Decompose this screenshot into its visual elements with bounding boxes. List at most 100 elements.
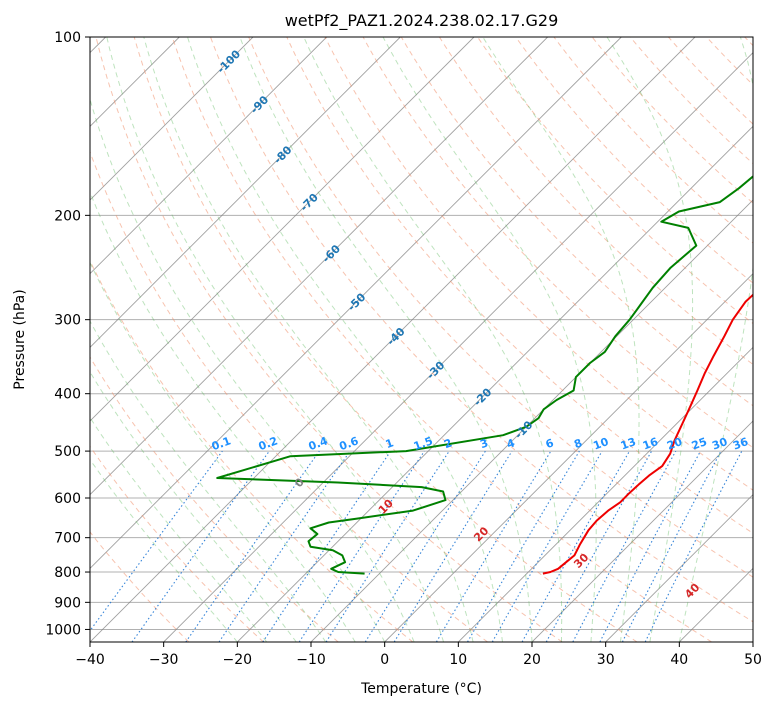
isotherm-line	[90, 37, 254, 201]
y-tick-label: 300	[54, 313, 81, 329]
y-tick-label: 500	[54, 444, 81, 460]
dry-adiabat-line	[400, 37, 753, 407]
isotherm-label: -70	[298, 191, 321, 214]
mixing-ratio-line	[435, 450, 552, 642]
dry-adiabat-label: 0	[292, 475, 307, 490]
isotherm-line	[90, 37, 622, 569]
mixing-ratio-label: 6	[544, 436, 556, 451]
dry-adiabat-line	[90, 445, 264, 642]
y-tick-label: 100	[54, 30, 81, 46]
mixing-ratio-label: 30	[710, 435, 729, 453]
temperature-line	[542, 293, 753, 575]
moist-adiabat-line	[90, 190, 386, 642]
mixing-ratio-label: 1.5	[412, 434, 435, 453]
x-tick-label: 20	[523, 652, 541, 668]
mixing-ratio-label: 13	[619, 435, 638, 452]
mixing-ratio-line	[364, 450, 486, 642]
mixing-ratio-label: 10	[591, 435, 610, 453]
mixing-ratio-line	[521, 450, 630, 642]
isotherm-line	[90, 37, 548, 496]
isotherm-line	[90, 37, 696, 642]
moist-adiabat-line	[239, 37, 533, 642]
mixing-ratio-line	[325, 450, 450, 642]
dewpoint-line	[216, 175, 753, 575]
isotherm-line	[90, 37, 475, 422]
y-axis-label: Pressure (hPa)	[12, 289, 28, 389]
isotherm-line	[90, 37, 401, 348]
dry-adiabat-line	[210, 37, 753, 623]
dry-adiabat-line	[90, 150, 488, 642]
dry-adiabat-line	[744, 37, 753, 47]
mixing-ratio-label: 0.1	[210, 434, 233, 453]
dry-adiabat-line	[324, 37, 753, 491]
x-tick-label: −10	[296, 652, 326, 668]
dry-adiabat-line	[95, 37, 563, 642]
isotherm-label: -40	[384, 325, 407, 348]
chart-title: wetPf2_PAZ1.2024.238.02.17.G29	[285, 11, 559, 31]
isotherm-line	[605, 494, 753, 642]
x-tick-label: 50	[744, 652, 762, 668]
x-axis-label: Temperature (°C)	[360, 681, 482, 697]
moist-adiabat-line	[90, 261, 356, 642]
x-tick-label: −30	[149, 652, 179, 668]
isotherm-line	[90, 37, 327, 275]
mixing-ratio-line	[185, 450, 320, 642]
isotherm-label: -30	[424, 359, 447, 382]
mixing-ratio-label: 16	[641, 435, 660, 453]
isotherm-line	[384, 273, 753, 642]
x-tick-label: 10	[449, 652, 467, 668]
y-tick-label: 200	[54, 208, 81, 224]
line-labels: 0.1 0.2 0.4 0.6 1 1.5 2 3 4 6 8 10 13 16 20 25 30 36-100-…	[210, 47, 751, 601]
mixing-ratio-line	[545, 450, 653, 642]
y-tick-label: 1000	[45, 622, 81, 638]
isotherm-line	[237, 125, 753, 642]
mixing-ratio-line	[218, 450, 351, 642]
mixing-ratio-label: 36	[731, 435, 750, 453]
moist-adiabat-line	[606, 37, 694, 642]
mixing-ratio-line	[262, 450, 392, 642]
dry-adiabat-line	[133, 37, 638, 642]
isotherm-line	[531, 420, 753, 642]
moist-adiabat-line	[106, 37, 445, 642]
mixing-ratio-label: 0.6	[338, 434, 361, 453]
moist-adiabat-line	[678, 37, 753, 642]
moist-adiabat-line	[382, 37, 597, 642]
dry-adiabat-line	[438, 37, 753, 365]
moist-adiabat-line	[90, 97, 415, 642]
mixing-ratio-line	[90, 450, 223, 632]
x-tick-label: 30	[597, 652, 615, 668]
mixing-ratio-label: 3	[478, 436, 490, 451]
dry-adiabat-line	[286, 37, 753, 534]
mixing-ratio-line	[131, 450, 270, 642]
mixing-ratio-label: 20	[665, 435, 684, 453]
x-tick-label: 0	[380, 652, 389, 668]
x-tick-label: −20	[223, 652, 253, 668]
y-tick-label: 700	[54, 531, 81, 547]
y-tick-label: 600	[54, 491, 81, 507]
y-tick-label: 400	[54, 387, 81, 403]
moist-adiabat-line	[143, 37, 474, 642]
mixing-ratio-label: 25	[690, 435, 709, 452]
mixing-ratio-label: 4	[505, 436, 517, 451]
profile-lines	[216, 175, 753, 575]
isotherm-line	[458, 346, 753, 642]
dry-adiabat-line	[90, 531, 190, 642]
plot-frame	[89, 36, 754, 643]
mixing-ratio-line	[298, 450, 425, 642]
isotherm-line	[679, 567, 753, 642]
mixing-ratio-label: 0.2	[257, 434, 280, 453]
moist-adiabat-line	[90, 416, 268, 642]
isotherm-label: -100	[215, 47, 244, 76]
y-tick-label: 900	[54, 595, 81, 611]
dry-adiabat-line	[90, 356, 339, 642]
mixing-ratio-line	[644, 450, 743, 642]
isotherm-line	[310, 199, 753, 642]
isotherm-label: -50	[345, 290, 368, 313]
y-tick-label: 800	[54, 565, 81, 581]
dry-adiabat-label: 40	[682, 581, 702, 601]
dry-adiabat-line	[248, 37, 753, 578]
mixing-ratio-line	[572, 450, 677, 642]
mixing-ratio-label: 8	[572, 436, 584, 451]
isotherm-line	[163, 52, 753, 642]
